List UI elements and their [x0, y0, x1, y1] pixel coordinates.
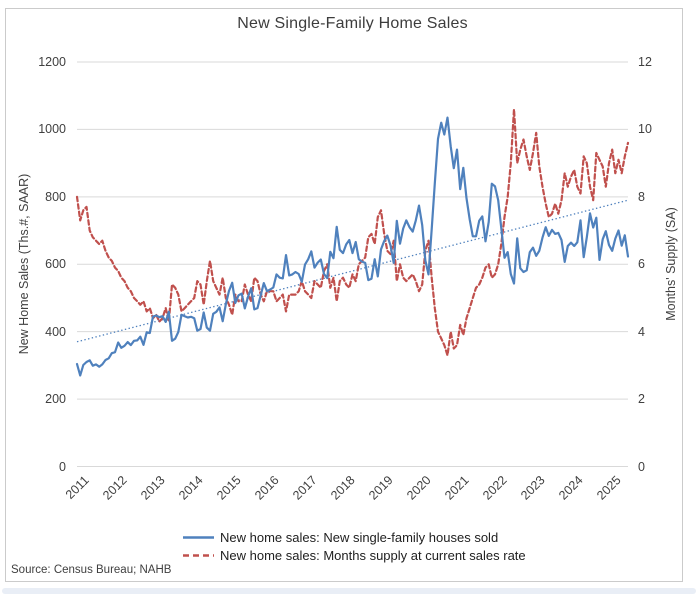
- y-left-tick-0: 0: [59, 459, 66, 474]
- y-left-tick-200: 200: [45, 392, 66, 407]
- y-right-tick-12: 12: [638, 55, 652, 69]
- y-right-tick-0: 0: [638, 459, 645, 474]
- supply-line: [75, 108, 630, 357]
- y-left-tick-1000: 1000: [38, 122, 66, 137]
- y-left-tick-400: 400: [45, 324, 66, 339]
- source-note: Source: Census Bureau; NAHB: [11, 564, 172, 576]
- sales-line-sample-icon: [183, 536, 214, 539]
- y-left-tick-600: 600: [45, 257, 66, 272]
- legend-label-supply: New home sales: Months supply at current…: [220, 548, 526, 563]
- chart-title: New Single-Family Home Sales: [237, 15, 468, 32]
- legend: New home sales: New single-family houses…: [183, 529, 526, 564]
- y-right-tick-4: 4: [638, 324, 645, 339]
- y-right-tick-6: 6: [638, 257, 645, 272]
- bottom-window-strip: [2, 588, 696, 594]
- y-left-tick-1200: 1200: [38, 55, 66, 69]
- legend-item-supply: New home sales: Months supply at current…: [183, 547, 526, 564]
- legend-label-sales: New home sales: New single-family houses…: [220, 530, 499, 545]
- chart-frame: [5, 8, 683, 582]
- y-right-tick-8: 8: [638, 189, 645, 204]
- legend-item-sales: New home sales: New single-family houses…: [183, 529, 526, 546]
- y-right-tick-2: 2: [638, 392, 645, 407]
- y-right-tick-10: 10: [638, 122, 652, 137]
- y-left-tick-800: 800: [45, 189, 66, 204]
- supply-line-sample-icon: [183, 554, 214, 557]
- sales-line: [75, 116, 630, 377]
